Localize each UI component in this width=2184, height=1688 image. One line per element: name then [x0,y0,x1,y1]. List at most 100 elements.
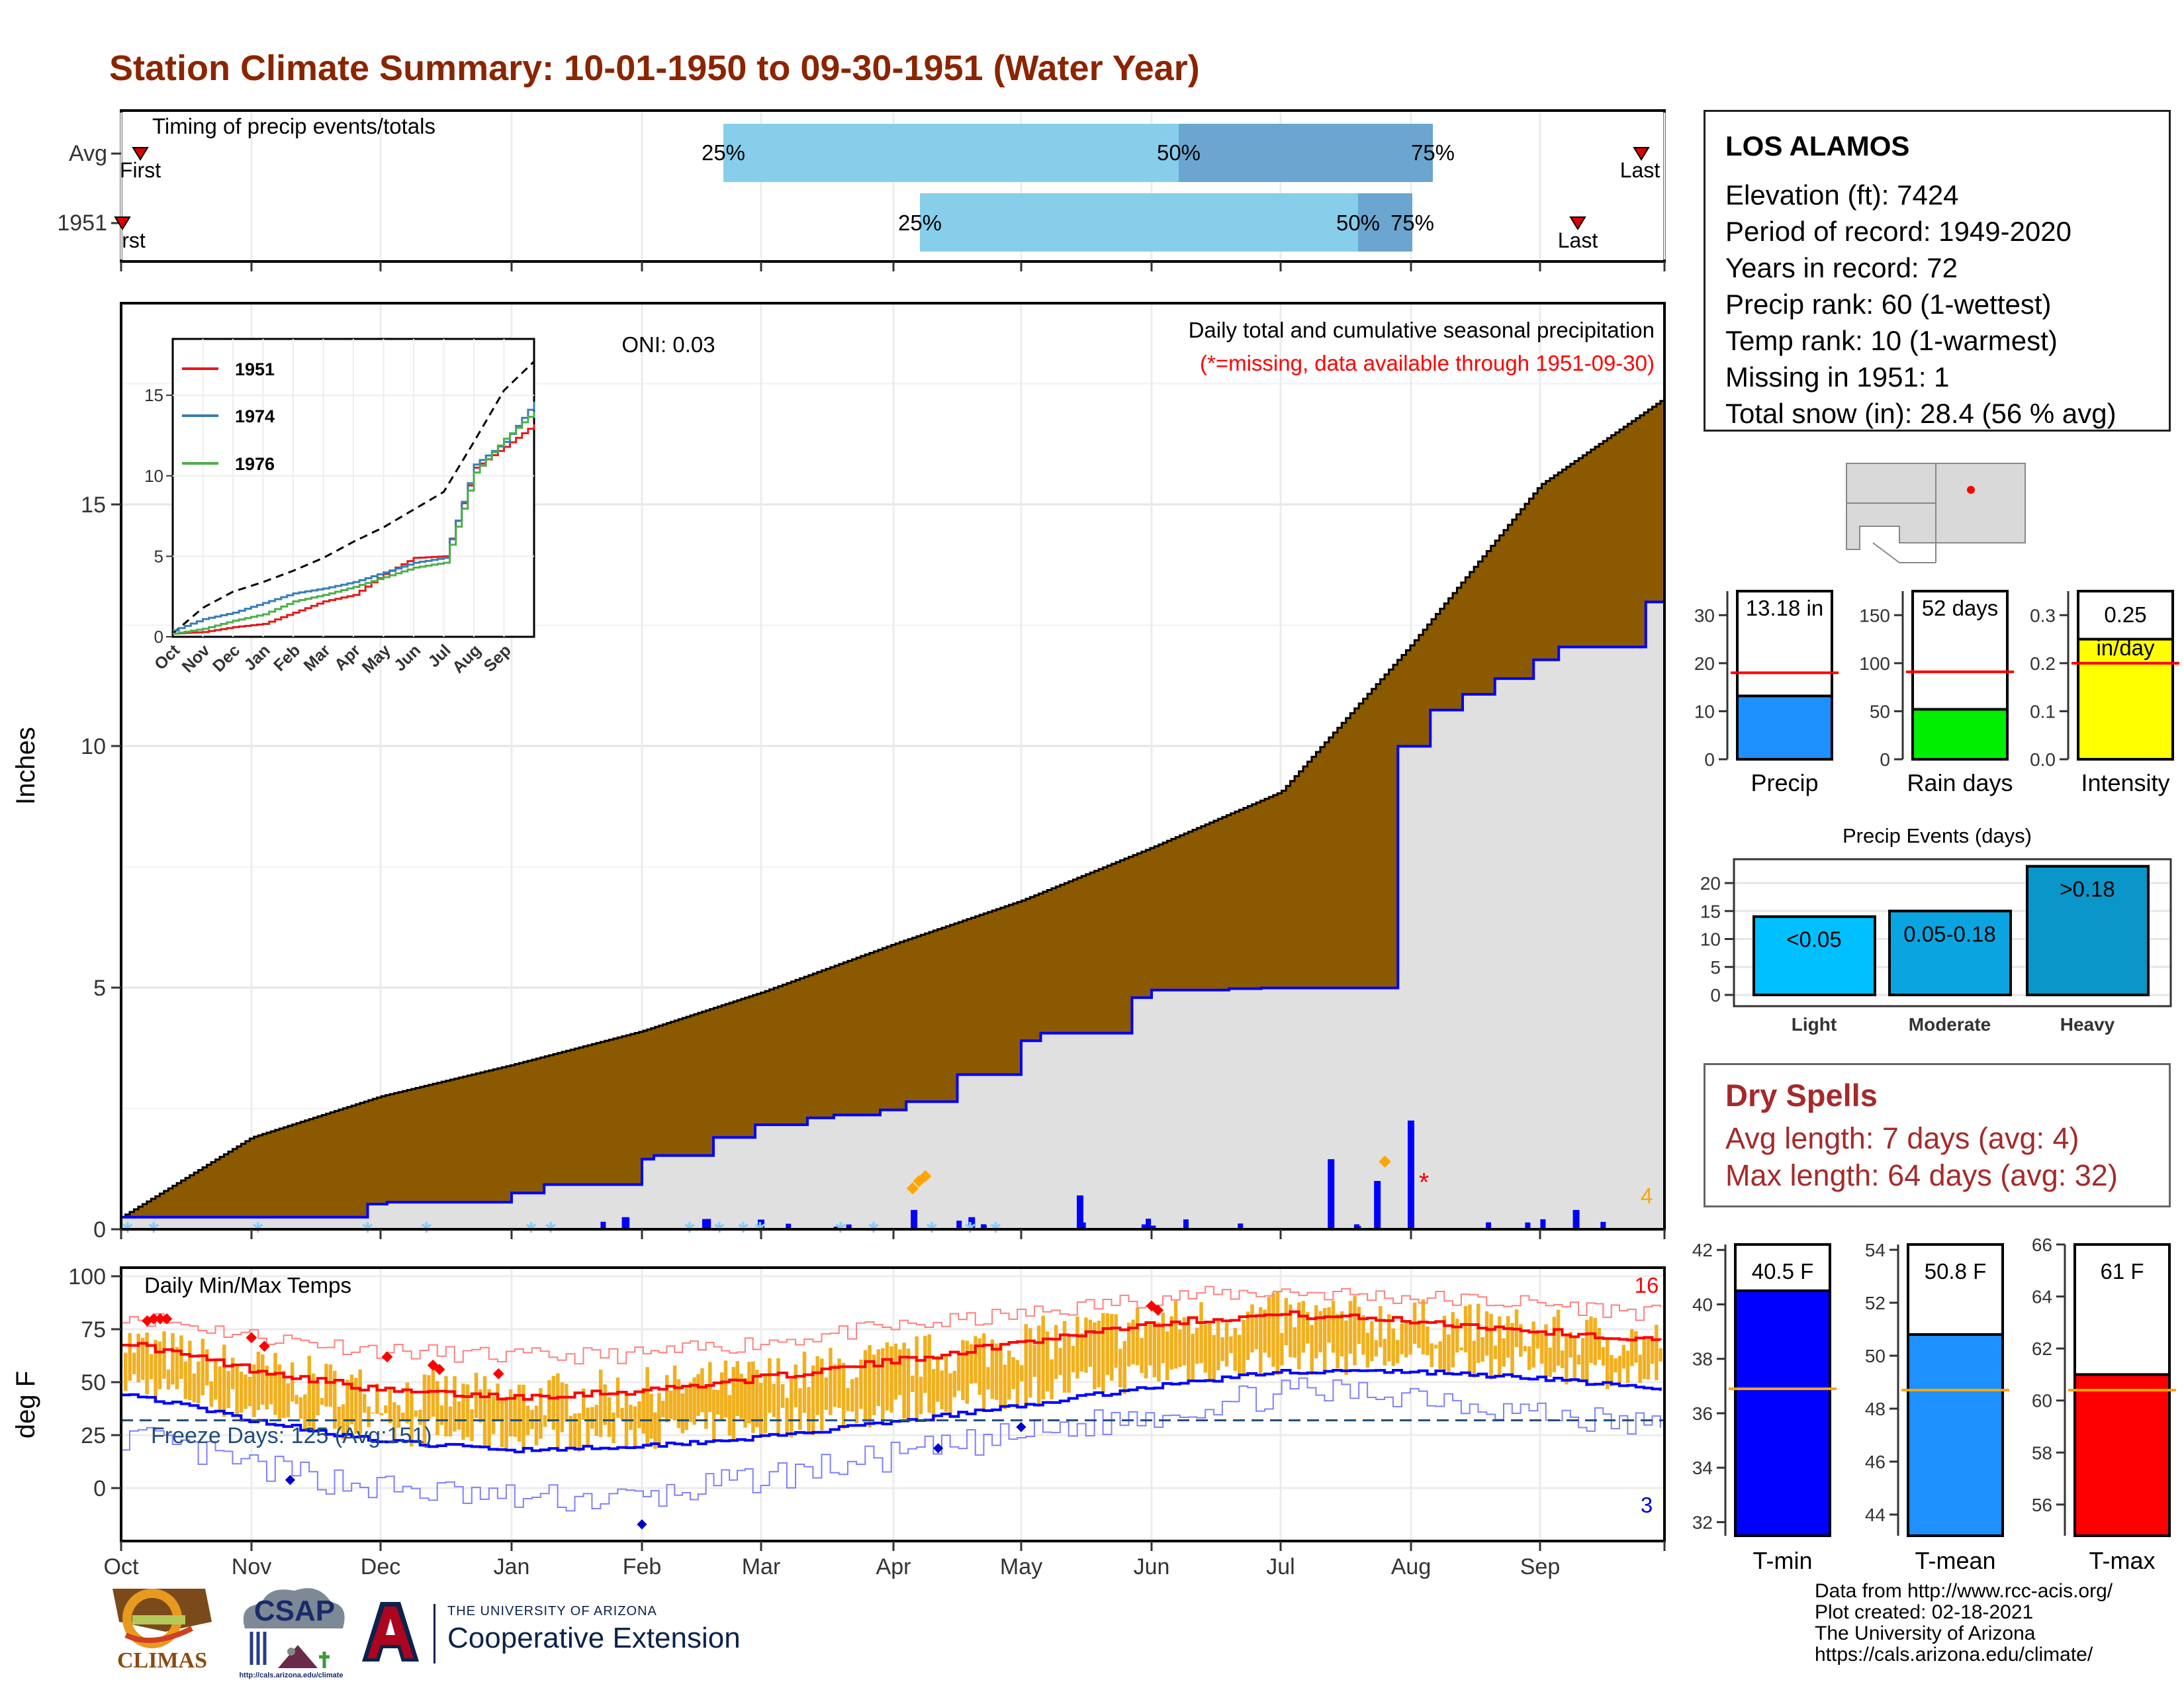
daily-temp-bar [1442,1315,1447,1370]
daily-temp-bar [1165,1331,1169,1381]
daily-temp-bar [375,1383,379,1414]
events-ytick-label: 15 [1700,901,1721,921]
events-ytick-label: 0 [1710,985,1721,1006]
daily-precip-bar [1600,1221,1606,1229]
csap-logo: CSAP http://cals.arizona.edu/climate [232,1579,351,1681]
events-bar [1888,910,2012,996]
daily-temp-bar [876,1349,880,1407]
daily-temp-bar [776,1358,780,1436]
daily-temp-bar [1178,1329,1182,1368]
daily-temp-bar [491,1396,496,1434]
daily-temp-bar [881,1348,885,1425]
daily-temp-bar [188,1340,192,1401]
daily-temp-bar [1101,1313,1105,1393]
daily-temp-bar [723,1360,728,1418]
daily-temp-bar [1224,1322,1229,1367]
daily-temp-bar [1480,1336,1484,1362]
csap-logo-text: CSAP [253,1595,336,1627]
minibar-ytick-label: 0.0 [2030,749,2056,770]
daily-temp-bar [132,1352,136,1374]
daily-temp-bar [1617,1356,1622,1383]
daily-temp-bar [422,1374,427,1448]
ua-line1: THE UNIVERSITY OF ARIZONA [447,1604,657,1618]
daily-temp-bar [474,1372,478,1419]
elevation-text: Elevation (ft): 7424 [1725,179,1959,211]
timing-avg-50: 50% [1157,140,1201,165]
daily-temp-bar [1131,1319,1135,1365]
daily-temp-bar [1489,1313,1493,1380]
daily-temp-bar [427,1375,431,1420]
daily-temp-bar [1140,1338,1144,1374]
daily-precip-bar [702,1219,707,1229]
daily-temp-bar [431,1370,435,1417]
daily-temp-bar [906,1348,911,1420]
tempbar-ytick-label: 42 [1692,1240,1713,1260]
record-low-marker: ◆ [933,1440,944,1455]
daily-temp-bar [620,1407,624,1419]
daily-precip-bar [968,1217,976,1229]
daily-temp-bar [1084,1317,1088,1373]
daily-temp-bar [140,1338,145,1380]
first-marker-1951 [114,216,131,230]
daily-temp-bar [522,1384,525,1453]
daily-temp-bar [1498,1316,1502,1378]
tempbar-value-bar [1907,1333,2004,1537]
daily-temp-bar [802,1351,807,1413]
daily-temp-bar [768,1358,772,1413]
minibar-ytick-label: 0.3 [2030,605,2056,626]
daily-temp-bar [1182,1317,1187,1366]
daily-temp-bar [504,1399,508,1448]
daily-precip-bar [1540,1219,1546,1229]
daily-temp-bar [1560,1350,1565,1368]
daily-precip-bar [1183,1219,1189,1229]
snow-marker: ✱ [737,1219,749,1236]
daily-temp-bar [337,1406,341,1430]
daily-temp-bar [915,1336,919,1422]
month-label: Jul [1266,1554,1295,1579]
temp-ylabel: deg F [11,1371,40,1438]
daily-temp-bar [755,1370,759,1427]
daily-temp-bar [1118,1348,1122,1387]
tempbar-ytick-label: 48 [1865,1399,1886,1419]
timing-avg-25: 25% [702,140,745,165]
daily-temp-bar [239,1372,244,1413]
daily-temp-bar [1438,1341,1442,1370]
daily-temp-bar [487,1389,491,1448]
daily-temp-bar [235,1366,239,1416]
daily-temp-bar [1173,1301,1178,1369]
daily-temp-bar [923,1335,927,1393]
daily-temp-bar [1430,1343,1433,1368]
daily-temp-bar [981,1333,986,1409]
daily-temp-bar [1519,1324,1523,1357]
cold-count: 3 [1641,1493,1653,1517]
daily-temp-bar [324,1364,328,1407]
tempbar-value-label: 61 F [2100,1259,2144,1284]
events-bar-label: <0.05 [1786,927,1842,952]
daily-temp-bar [547,1380,551,1423]
daily-temp-bar [1310,1325,1314,1375]
daily-precip-bar [1146,1219,1152,1229]
daily-temp-bar [772,1383,776,1417]
daily-temp-bar [1122,1340,1126,1394]
daily-temp-bar [868,1345,872,1428]
daily-temp-bar [708,1362,712,1413]
snow-event-marker: ◆ [913,1171,925,1189]
daily-temp-bar [1638,1354,1642,1383]
timing-panel-title: Timing of precip events/totals [152,114,435,138]
daily-temp-bar [1271,1293,1275,1367]
daily-temp-bar [341,1404,345,1440]
daily-temp-bar [785,1397,789,1434]
daily-temp-bar [1050,1359,1054,1400]
record-high-marker: ◆ [155,1309,166,1326]
daily-temp-bar [833,1364,837,1407]
record-high-marker: ◆ [428,1356,439,1372]
daily-temp-bar [1493,1345,1498,1360]
temp-ytick-label: 100 [68,1264,106,1289]
events-panel-frame [1733,858,2172,1008]
record-high-marker: ◆ [434,1360,445,1377]
daily-temp-bar [295,1395,298,1405]
daily-temp-bar [841,1362,846,1429]
daily-temp-bar [439,1405,444,1425]
daily-temp-bar [525,1405,530,1436]
daily-temp-bar [1267,1297,1271,1358]
